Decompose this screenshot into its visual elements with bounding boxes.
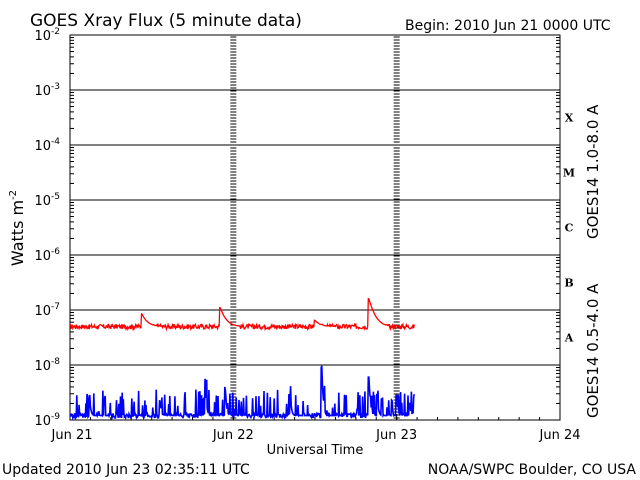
y-tick-label: 10-8: [34, 357, 60, 374]
chart-title: GOES Xray Flux (5 minute data): [30, 11, 302, 31]
y-tick-label: 10-2: [34, 27, 60, 44]
x-tick-label: Jun 22: [212, 428, 254, 443]
y-tick-label: 10-6: [34, 247, 60, 264]
flare-class-label: C: [565, 222, 574, 235]
series-line-1: [69, 298, 415, 332]
y-tick-label: 10-5: [34, 192, 60, 209]
legend-series-2: GOES14 0.5-4.0 A: [584, 283, 602, 418]
y-axis-label-text: Watts m: [8, 200, 27, 266]
plot-frame: [69, 34, 561, 421]
data-credit: NOAA/SWPC Boulder, CO USA: [428, 462, 637, 478]
y-tick-label: 10-4: [34, 137, 60, 154]
flare-class-label: B: [564, 277, 573, 290]
x-axis-label: Universal Time: [267, 443, 364, 458]
flare-class-labels: X M C B A: [563, 112, 575, 345]
x-tick-label: Jun 21: [51, 428, 93, 443]
x-tick-labels: Jun 21 Jun 22 Jun 23 Jun 24: [51, 428, 581, 443]
y-tick-label: 10-3: [34, 82, 60, 99]
y-axis-label-exp: -2: [8, 190, 19, 200]
x-tick-label: Jun 23: [375, 428, 417, 443]
y-tick-labels: 10-2 10-3 10-4 10-5 10-6 10-7 10-8 10-9: [34, 27, 60, 429]
legend-series-1: GOES14 1.0-8.0 A: [584, 104, 602, 239]
y-tick-label: 10-9: [34, 412, 60, 429]
begin-time: Begin: 2010 Jun 21 0000 UTC: [405, 18, 611, 34]
flare-class-label: M: [563, 167, 575, 180]
y-tick-label: 10-7: [34, 302, 60, 319]
y-axis-label: Watts m-2: [8, 190, 27, 266]
series-line-2: [69, 365, 415, 422]
x-tick-label: Jun 24: [539, 428, 581, 443]
series-lines: [69, 298, 415, 422]
updated-timestamp: Updated 2010 Jun 23 02:35:11 UTC: [2, 462, 250, 478]
svg-text:Watts m-2: Watts m-2: [8, 190, 27, 266]
flare-class-label: A: [564, 332, 574, 345]
flare-class-label: X: [565, 112, 574, 125]
grid-lines: [69, 36, 561, 420]
